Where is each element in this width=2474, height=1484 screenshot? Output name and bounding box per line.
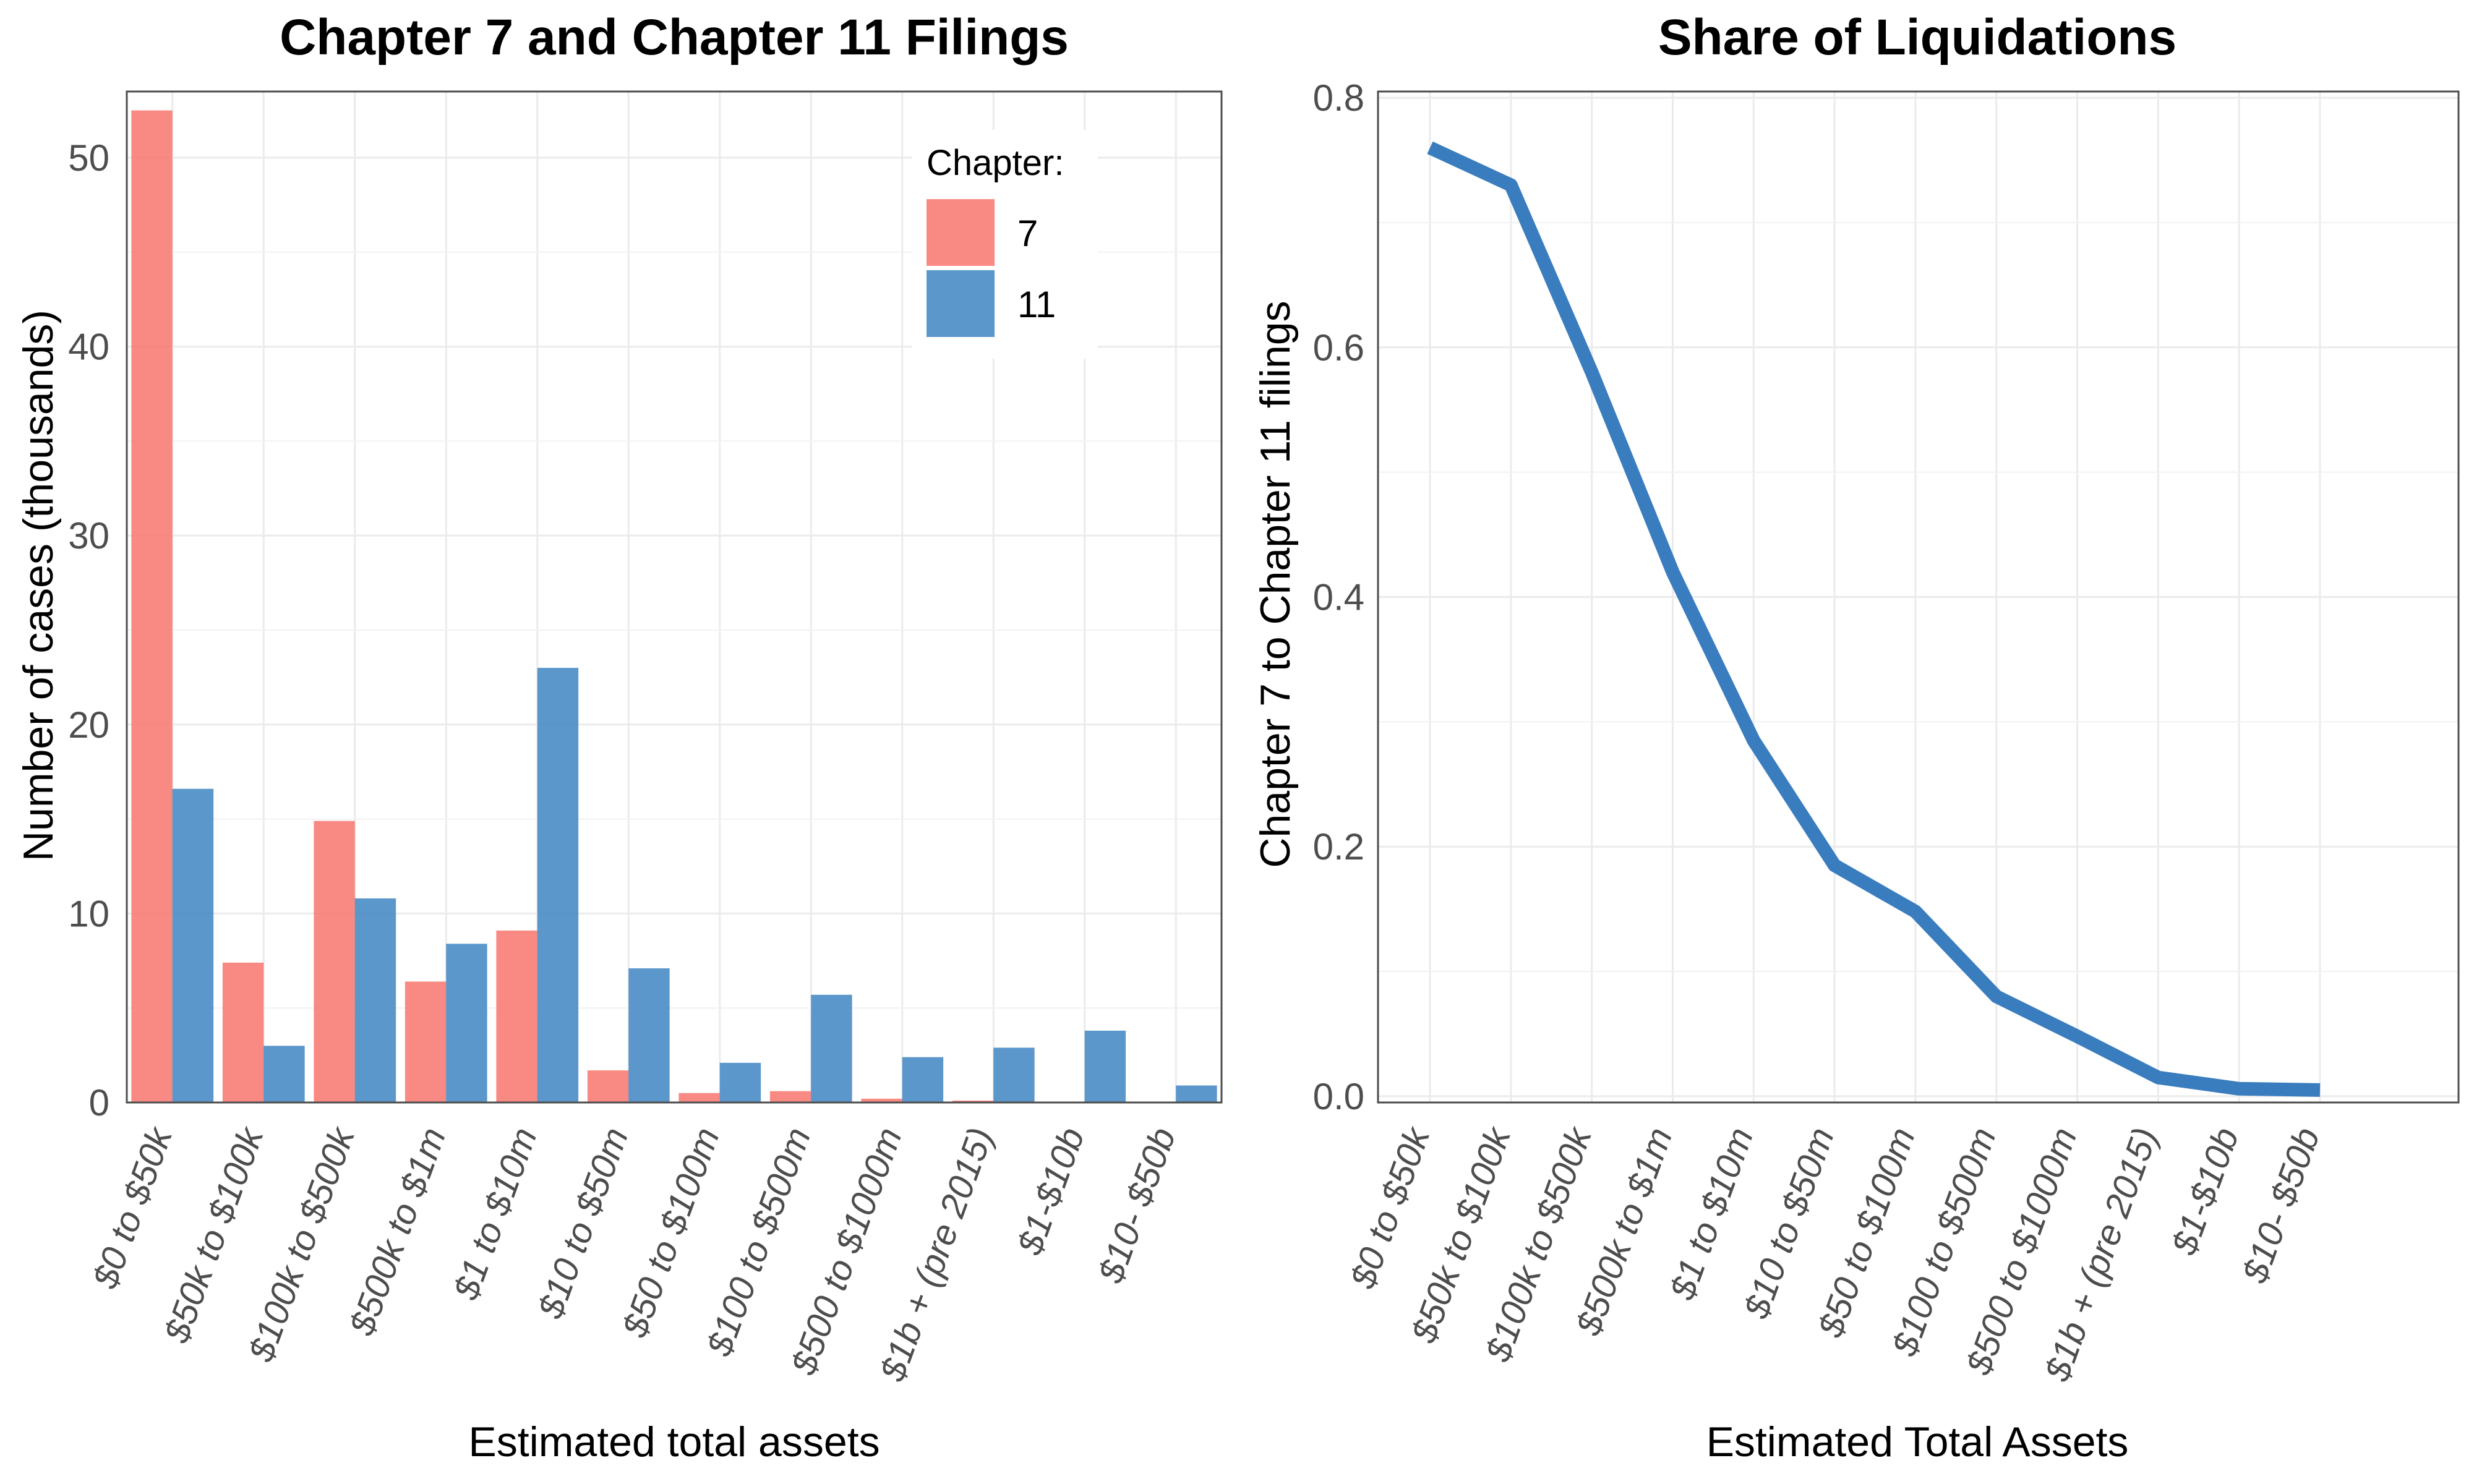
bar-chart-gridlines <box>127 92 1222 1104</box>
y-tick-label: 0.8 <box>1313 77 1364 119</box>
bar-chapter-7-1-to-10m <box>496 930 537 1102</box>
y-tick-label: 30 <box>68 515 109 556</box>
y-tick-label: 20 <box>68 704 109 746</box>
bar-chart-y-axis-label: Number of cases (thousands) <box>15 310 62 861</box>
bar-chapter-7-10-to-50m <box>587 1070 629 1102</box>
bar-chart-legend: Chapter: 7 11 <box>912 130 1098 359</box>
bar-chapter-11-1-10b <box>1084 1030 1126 1102</box>
y-tick-label: 0.4 <box>1313 577 1364 618</box>
bar-chart-y-ticks: 0 10 20 30 40 50 <box>68 137 109 1124</box>
line-chart-series <box>1427 141 2321 1097</box>
bar-chapter-7-50k-to-100k <box>222 962 264 1102</box>
y-tick-label: 0 <box>89 1082 109 1124</box>
line-chart-x-axis-label: Estimated Total Assets <box>1706 1418 2129 1465</box>
line-chart-title: Share of Liquidations <box>1658 9 2177 66</box>
bar-chart-title: Chapter 7 and Chapter 11 Filings <box>280 9 1069 66</box>
bar-chapter-7-1b-pre-2015 <box>952 1100 994 1102</box>
bar-chapter-7-50-to-100m <box>678 1093 720 1102</box>
bar-chapter-7-500k-to-1m <box>404 981 447 1102</box>
line-chart-y-ticks: 0.0 0.2 0.4 0.6 0.8 <box>1313 77 1364 1117</box>
legend-label-chapter-11: 11 <box>1017 284 1056 325</box>
y-tick-label: 0.2 <box>1313 826 1364 868</box>
bar-chapter-11-1b-pre-2015 <box>993 1047 1035 1102</box>
line-chart-y-axis-label: Chapter 7 to Chapter 11 filings <box>1252 301 1299 868</box>
legend-label-chapter-7: 7 <box>1017 213 1038 254</box>
line-chart-plot-border <box>1377 90 2460 1104</box>
y-tick-label: 10 <box>68 893 109 934</box>
legend-key-chapter-7 <box>927 199 995 266</box>
bar-chapter-11-50k-to-100k <box>263 1046 305 1102</box>
y-tick-label: 0.6 <box>1313 327 1364 369</box>
bar-chapter-11-100k-to-500k <box>354 898 396 1102</box>
bar-chapter-11-10-50b <box>1176 1085 1217 1102</box>
bar-chapter-11-500-to-1000m <box>902 1057 944 1102</box>
bar-chapter-11-0-to-50k <box>172 788 214 1102</box>
bar-chapter-11-50-to-100m <box>719 1062 761 1102</box>
bar-chapter-7-100-to-500m <box>769 1091 811 1102</box>
bar-chapter-11-500k-to-1m <box>446 944 487 1102</box>
bar-chart-x-axis-label: Estimated total assets <box>468 1418 880 1465</box>
bar-chapter-7-500-to-1000m <box>861 1098 902 1102</box>
y-tick-label: 50 <box>68 137 109 179</box>
bar-chapter-7-0-to-50k <box>131 110 173 1102</box>
bar-chart-plot-border <box>126 90 1223 1104</box>
legend-key-chapter-11 <box>927 270 995 337</box>
y-tick-label: 40 <box>68 326 109 368</box>
bar-chart-bars <box>131 110 1217 1102</box>
line-chart-gridlines <box>1378 92 2459 1102</box>
y-tick-label: 0.0 <box>1313 1076 1364 1117</box>
bar-chapter-11-100-to-500m <box>811 994 852 1102</box>
legend-title: Chapter: <box>927 143 1064 183</box>
bar-chapter-7-100k-to-500k <box>314 821 355 1102</box>
liquidation-share-line <box>1427 141 2321 1097</box>
bar-chapter-11-1-to-10m <box>537 668 579 1102</box>
bar-chapter-11-10-to-50m <box>628 968 670 1102</box>
